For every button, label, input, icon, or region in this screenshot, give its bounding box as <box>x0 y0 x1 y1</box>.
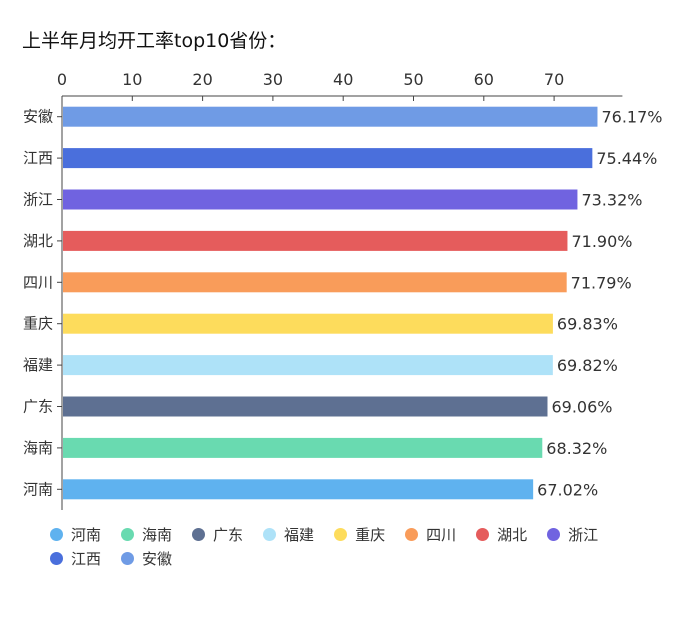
y-category-label: 重庆 <box>23 315 53 333</box>
x-tick-label: 10 <box>122 70 142 89</box>
x-tick-label: 70 <box>544 70 564 89</box>
bar-安徽 <box>63 106 598 127</box>
legend-marker-icon <box>192 527 206 541</box>
legend-label: 广东 <box>213 525 244 544</box>
bar-江西 <box>63 148 593 169</box>
bar-四川 <box>63 272 567 293</box>
legend-marker-icon <box>263 527 277 541</box>
y-category-label: 四川 <box>23 273 53 291</box>
bar-河南 <box>63 479 534 500</box>
legend-marker-icon <box>50 551 63 565</box>
legend-item[interactable]: 浙江 <box>547 522 598 546</box>
x-tick-label: 30 <box>263 70 283 89</box>
y-category-label: 湖北 <box>23 232 53 250</box>
legend-item[interactable]: 四川 <box>405 522 456 546</box>
y-category-label: 江西 <box>23 149 53 167</box>
y-category-label: 海南 <box>23 439 53 457</box>
bar-value-label: 75.44% <box>596 149 657 168</box>
bar-广东 <box>63 396 548 417</box>
legend-label: 四川 <box>426 525 457 544</box>
bar-福建 <box>63 355 553 376</box>
legend-marker-icon <box>121 527 135 541</box>
legend-marker-icon <box>405 527 419 541</box>
bar-浙江 <box>63 189 578 210</box>
legend-label: 重庆 <box>355 525 386 544</box>
x-tick-label: 0 <box>57 70 67 89</box>
legend-marker-icon <box>334 527 348 541</box>
legend-item[interactable]: 重庆 <box>334 522 385 546</box>
legend-marker-icon <box>547 527 561 541</box>
y-category-label: 福建 <box>23 356 53 374</box>
legend-label: 安徽 <box>142 549 173 568</box>
legend-label: 福建 <box>284 525 315 544</box>
bar-湖北 <box>63 230 568 251</box>
legend-item[interactable]: 江西 <box>50 546 101 570</box>
bar-value-label: 68.32% <box>546 439 607 458</box>
x-tick-label: 20 <box>192 70 212 89</box>
legend-marker-icon <box>476 527 490 541</box>
bar-value-label: 73.32% <box>581 191 642 210</box>
legend-marker-icon <box>50 527 63 541</box>
bar-value-label: 71.79% <box>571 273 632 292</box>
bar-海南 <box>63 437 543 458</box>
legend-label: 江西 <box>71 549 102 568</box>
bar-value-label: 67.02% <box>537 480 598 499</box>
y-category-label: 安徽 <box>23 108 53 126</box>
bar-value-label: 76.17% <box>601 108 662 127</box>
legend-label: 浙江 <box>568 525 599 544</box>
x-tick-label: 60 <box>474 70 494 89</box>
legend-label: 海南 <box>142 525 173 544</box>
y-category-label: 河南 <box>23 480 53 498</box>
x-tick-label: 50 <box>403 70 423 89</box>
legend-item[interactable]: 安徽 <box>121 546 172 570</box>
bar-value-label: 69.83% <box>557 315 618 334</box>
y-category-label: 广东 <box>23 398 53 416</box>
bar-value-label: 69.06% <box>551 398 612 417</box>
legend-item[interactable]: 河南 <box>50 522 101 546</box>
bar-value-label: 69.82% <box>557 356 618 375</box>
x-tick-label: 40 <box>333 70 353 89</box>
chart-title: 上半年月均开工率top10省份： <box>22 30 287 52</box>
legend-item[interactable]: 福建 <box>263 522 314 546</box>
legend-item[interactable]: 湖北 <box>476 522 527 546</box>
bar-value-label: 71.90% <box>571 232 632 251</box>
y-category-label: 浙江 <box>23 191 53 209</box>
bar-重庆 <box>63 313 553 334</box>
legend-label: 湖北 <box>497 525 528 544</box>
legend-marker-icon <box>121 551 135 565</box>
legend-label: 河南 <box>71 525 102 544</box>
legend-item[interactable]: 广东 <box>192 522 243 546</box>
legend: 河南 海南 广东 福建 重庆 四川 湖北 浙江江西 安徽 <box>50 522 670 570</box>
legend-item[interactable]: 海南 <box>121 522 172 546</box>
